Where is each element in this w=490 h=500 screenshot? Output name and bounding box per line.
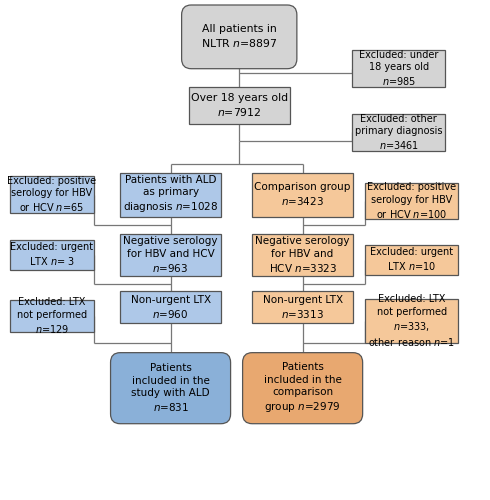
Text: Excluded: under
18 years old
$n$=985: Excluded: under 18 years old $n$=985 (359, 50, 439, 88)
FancyBboxPatch shape (111, 352, 231, 424)
Text: Over 18 years old
$n$=7912: Over 18 years old $n$=7912 (191, 93, 288, 118)
FancyBboxPatch shape (252, 292, 353, 324)
FancyBboxPatch shape (189, 87, 290, 124)
FancyBboxPatch shape (10, 176, 94, 213)
Text: Negative serology
for HBV and HCV
$n$=963: Negative serology for HBV and HCV $n$=96… (123, 236, 218, 274)
FancyBboxPatch shape (120, 172, 221, 216)
FancyBboxPatch shape (182, 5, 297, 68)
Text: Non-urgent LTX
$n$=960: Non-urgent LTX $n$=960 (130, 295, 211, 320)
Text: Excluded: urgent
LTX $n$=10: Excluded: urgent LTX $n$=10 (370, 248, 453, 272)
Text: Non-urgent LTX
$n$=3313: Non-urgent LTX $n$=3313 (263, 295, 343, 320)
Text: Negative serology
for HBV and
HCV $n$=3323: Negative serology for HBV and HCV $n$=33… (255, 236, 350, 274)
FancyBboxPatch shape (120, 234, 221, 276)
FancyBboxPatch shape (365, 245, 459, 274)
Text: All patients in
NLTR $n$=8897: All patients in NLTR $n$=8897 (201, 24, 277, 50)
Text: Excluded: LTX
not performed
$n$=333,
other reason $n$=1: Excluded: LTX not performed $n$=333, oth… (368, 294, 455, 348)
Text: Excluded: urgent
LTX $n$= 3: Excluded: urgent LTX $n$= 3 (10, 242, 94, 268)
FancyBboxPatch shape (10, 300, 94, 332)
FancyBboxPatch shape (252, 172, 353, 216)
FancyBboxPatch shape (252, 234, 353, 276)
Text: Excluded: positive
serology for HBV
or HCV $n$=65: Excluded: positive serology for HBV or H… (7, 176, 97, 214)
FancyBboxPatch shape (243, 352, 363, 424)
FancyBboxPatch shape (352, 50, 445, 87)
Text: Excluded: other
primary diagnosis
$n$=3461: Excluded: other primary diagnosis $n$=34… (355, 114, 442, 151)
Text: Excluded: LTX
not performed
$n$=129: Excluded: LTX not performed $n$=129 (17, 298, 87, 335)
FancyBboxPatch shape (10, 240, 94, 270)
FancyBboxPatch shape (120, 292, 221, 324)
Text: Patients
included in the
study with ALD
$n$=831: Patients included in the study with ALD … (131, 364, 210, 413)
Text: Excluded: positive
serology for HBV
or HCV $n$=100: Excluded: positive serology for HBV or H… (367, 182, 456, 220)
Text: Comparison group
$n$=3423: Comparison group $n$=3423 (254, 182, 351, 207)
Text: Patients
included in the
comparison
group $n$=2979: Patients included in the comparison grou… (264, 362, 342, 414)
FancyBboxPatch shape (365, 299, 459, 343)
FancyBboxPatch shape (352, 114, 445, 151)
FancyBboxPatch shape (365, 182, 459, 220)
Text: Patients with ALD
as primary
diagnosis $n$=1028: Patients with ALD as primary diagnosis $… (123, 175, 218, 214)
